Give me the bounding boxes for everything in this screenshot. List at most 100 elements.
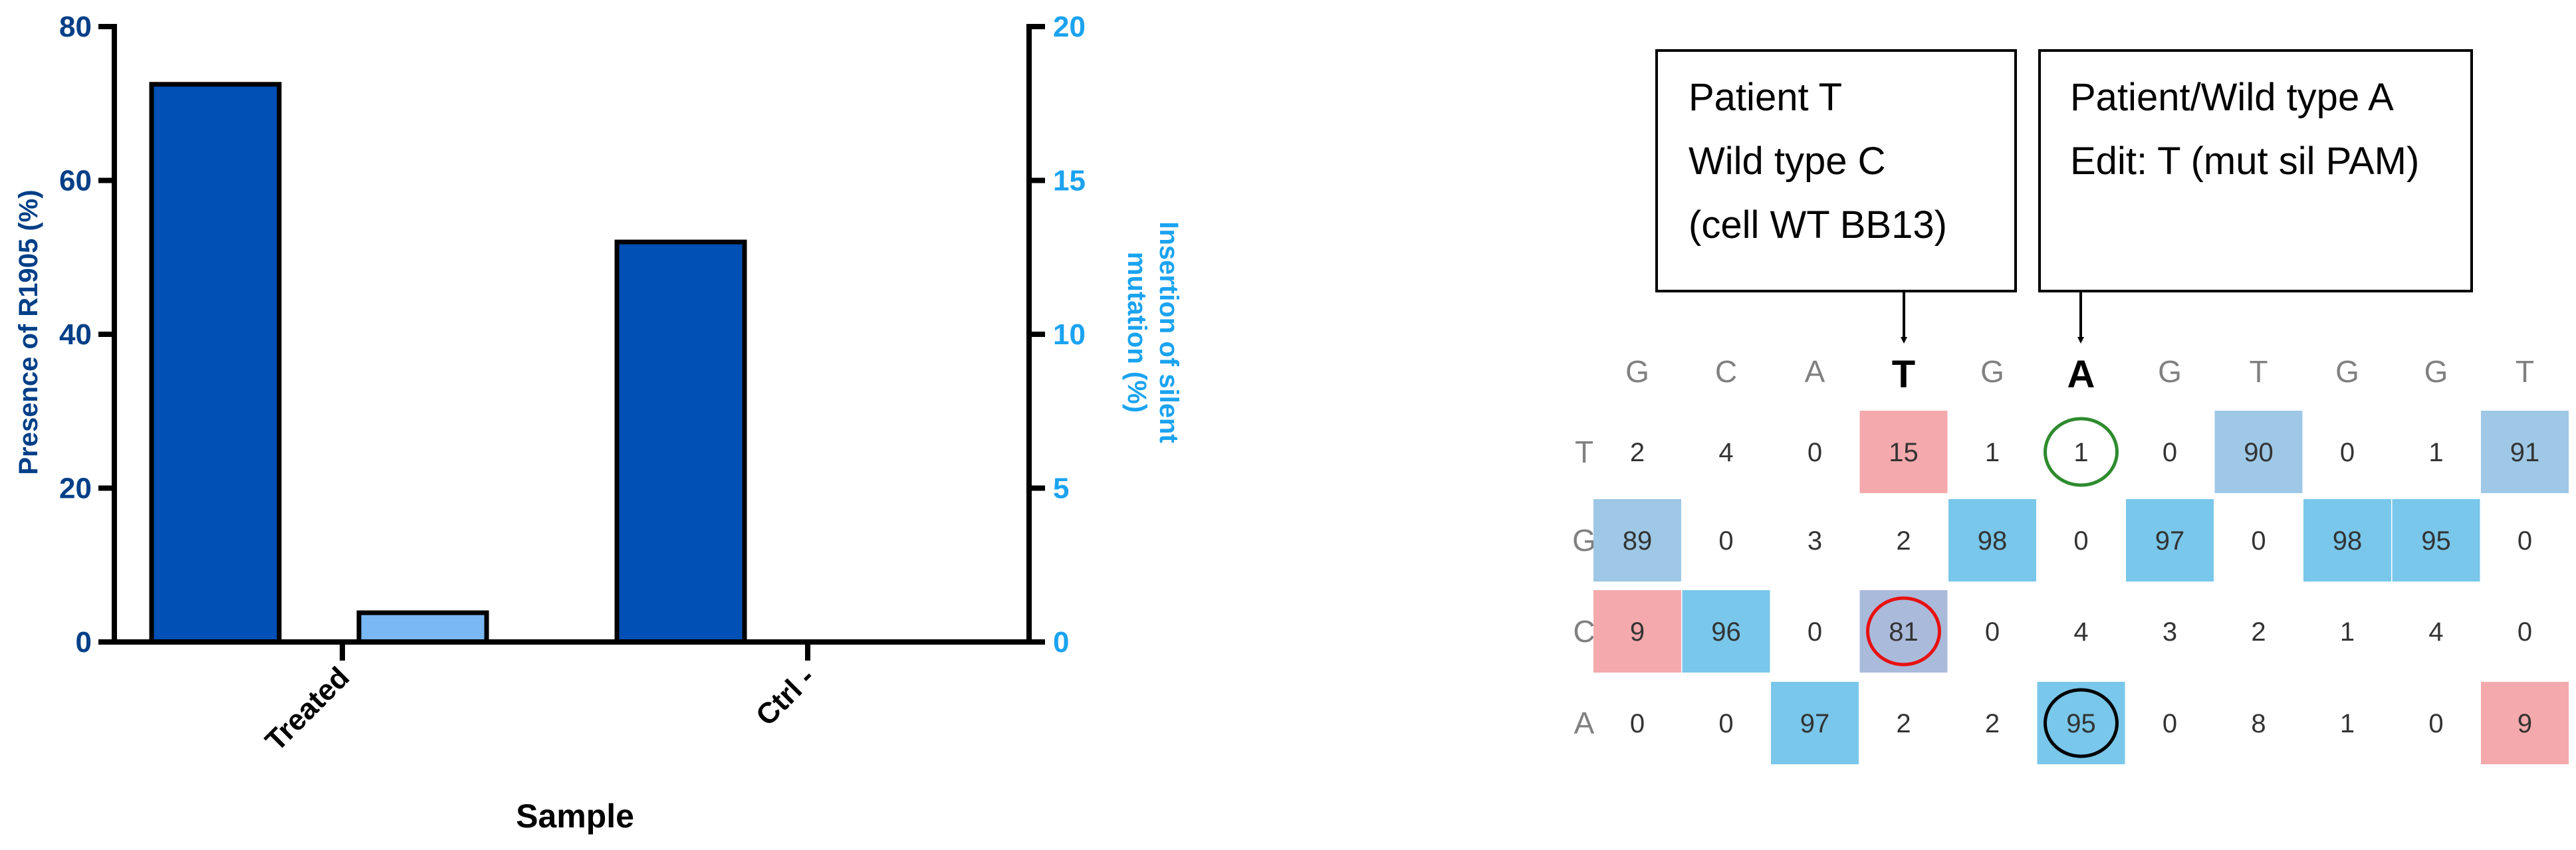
cell-value-r3-c2: 97 bbox=[1800, 709, 1830, 738]
column-header-7: T bbox=[2249, 354, 2268, 389]
column-header-10: T bbox=[2516, 354, 2534, 389]
y-axis-right-label-line-1: Insertion of silent bbox=[1154, 221, 1183, 443]
cell-value-r1-c5: 0 bbox=[2073, 526, 2088, 556]
cell-value-r1-c6: 97 bbox=[2155, 526, 2185, 556]
cell-bg-r3-c5 bbox=[2037, 682, 2125, 764]
cell-value-r2-c1: 96 bbox=[1711, 617, 1741, 647]
y-axis-right-label-line-2: mutation (%) bbox=[1122, 252, 1151, 413]
cell-value-r1-c1: 0 bbox=[1718, 526, 1733, 556]
cell-value-r1-c3: 2 bbox=[1896, 526, 1911, 556]
column-header-2: A bbox=[1805, 354, 1825, 389]
callout-2-line-2: Edit: T (mut sil PAM) bbox=[2070, 140, 2419, 183]
cell-bg-r1-c0 bbox=[1593, 499, 1681, 582]
callout-1-line-1: Patient T bbox=[1689, 76, 1842, 119]
bar-series-0-ctrl- bbox=[614, 239, 747, 645]
column-header-6: G bbox=[2158, 354, 2182, 389]
cell-value-r1-c10: 0 bbox=[2517, 526, 2532, 556]
cell-value-r0-c10: 91 bbox=[2510, 438, 2540, 467]
cell-bg-r3-c10 bbox=[2481, 682, 2569, 764]
callout-1-line-3: (cell WT BB13) bbox=[1689, 203, 1947, 247]
cell-bg-r1-c8 bbox=[2303, 499, 2391, 582]
circle-highlight-1 bbox=[1866, 596, 1941, 667]
category-label-treated: Treated bbox=[259, 661, 356, 757]
circle-highlight-0 bbox=[2044, 417, 2119, 487]
cell-value-r3-c8: 1 bbox=[2340, 709, 2355, 738]
cell-bg-r0-c10 bbox=[2481, 411, 2569, 493]
cell-value-r0-c6: 0 bbox=[2163, 438, 2177, 467]
bar-series-0-treated bbox=[149, 82, 282, 645]
row-header-t-0: T bbox=[1575, 435, 1593, 469]
cell-bg-r1-c9 bbox=[2392, 499, 2480, 582]
cell-bg-r1-c6 bbox=[2126, 499, 2214, 582]
y-right-tick-label-2: 10 bbox=[1053, 318, 1086, 351]
cell-bg-r3-c2 bbox=[1771, 682, 1859, 764]
cell-value-r3-c1: 0 bbox=[1718, 709, 1733, 738]
cell-bg-r0-c3 bbox=[1859, 411, 1948, 493]
cell-value-r3-c9: 0 bbox=[2428, 709, 2443, 738]
sequence-table: Patient T Wild type C (cell WT BB13) Pat… bbox=[1572, 49, 2569, 764]
cell-value-r2-c10: 0 bbox=[2517, 617, 2532, 647]
cell-value-r0-c4: 1 bbox=[1985, 438, 2000, 467]
cell-value-r2-c0: 9 bbox=[1630, 617, 1645, 647]
callout-1-line-2: Wild type C bbox=[1689, 140, 1886, 183]
cell-value-r3-c4: 2 bbox=[1985, 709, 2000, 738]
y-left-tick-label-0: 0 bbox=[76, 626, 92, 659]
cell-value-r3-c7: 8 bbox=[2251, 709, 2266, 738]
column-header-9: G bbox=[2424, 354, 2448, 389]
cell-bg-r2-c0 bbox=[1593, 590, 1681, 673]
y-left-tick-label-1: 20 bbox=[59, 473, 92, 505]
x-axis-label: Sample bbox=[516, 797, 634, 835]
y-axis-left-label: Presence of R1905 (%) bbox=[14, 189, 43, 475]
cell-value-r3-c10: 9 bbox=[2517, 709, 2532, 738]
cell-bg-r2-c1 bbox=[1682, 590, 1770, 673]
y-right-tick-label-0: 0 bbox=[1053, 626, 1069, 659]
row-header-g-1: G bbox=[1572, 523, 1596, 558]
column-header-1: C bbox=[1715, 354, 1737, 389]
row-header-a-3: A bbox=[1574, 706, 1595, 740]
cell-value-r1-c9: 95 bbox=[2421, 526, 2451, 556]
column-header-0: G bbox=[1625, 354, 1649, 389]
column-header-5: A bbox=[2067, 353, 2095, 396]
cell-value-r2-c3: 81 bbox=[1889, 617, 1919, 647]
cell-value-r3-c3: 2 bbox=[1896, 709, 1911, 738]
y-right-tick-label-3: 15 bbox=[1053, 165, 1086, 197]
circle-highlight-2 bbox=[2044, 688, 2119, 758]
cell-value-r2-c4: 0 bbox=[1985, 617, 2000, 647]
cell-bg-r2-c3 bbox=[1859, 590, 1948, 673]
cell-value-r1-c4: 98 bbox=[1978, 526, 2008, 556]
cell-value-r3-c0: 0 bbox=[1630, 709, 1645, 738]
cell-value-r2-c8: 1 bbox=[2340, 617, 2355, 647]
callout-box-patient-wild-type: Patient/Wild type A Edit: T (mut sil PAM… bbox=[2038, 49, 2473, 292]
callout-2-line-1: Patient/Wild type A bbox=[2070, 76, 2394, 119]
cell-value-r0-c8: 0 bbox=[2340, 438, 2355, 467]
cell-value-r0-c5: 1 bbox=[2073, 438, 2088, 467]
column-header-4: G bbox=[1980, 354, 2004, 389]
cell-value-r0-c0: 2 bbox=[1630, 438, 1645, 467]
cell-value-r2-c5: 4 bbox=[2073, 617, 2088, 647]
cell-value-r3-c5: 95 bbox=[2066, 709, 2096, 738]
y-right-tick-label-4: 20 bbox=[1053, 11, 1086, 43]
y-left-tick-label-4: 80 bbox=[59, 11, 92, 43]
cell-value-r0-c3: 15 bbox=[1889, 438, 1919, 467]
bars-layer bbox=[149, 82, 747, 645]
cell-bg-r0-c7 bbox=[2214, 411, 2303, 493]
cell-value-r3-c6: 0 bbox=[2163, 709, 2177, 738]
column-header-3: T bbox=[1892, 353, 1915, 396]
y-right-tick-label-1: 5 bbox=[1053, 473, 1069, 505]
cell-bg-r1-c4 bbox=[1948, 499, 2036, 582]
column-header-8: G bbox=[2335, 354, 2359, 389]
category-label-ctrl: Ctrl - bbox=[750, 661, 821, 732]
cell-value-r2-c2: 0 bbox=[1808, 617, 1822, 647]
cell-value-r0-c2: 0 bbox=[1808, 438, 1822, 467]
bar-series-1-treated bbox=[356, 610, 489, 645]
y-left-tick-label-2: 40 bbox=[59, 318, 92, 351]
grid-layer: G C A T G A G T G G TT 2 4 0 15 1 1 0 90 0 1 91G 89 0 3 2 98 0 97 0 98… bbox=[1572, 353, 2569, 764]
row-header-c-2: C bbox=[1573, 614, 1595, 649]
cell-value-r0-c1: 4 bbox=[1718, 438, 1733, 467]
cell-value-r0-c7: 90 bbox=[2244, 438, 2274, 467]
y-left-tick-label-3: 60 bbox=[59, 165, 92, 197]
cell-value-r1-c8: 98 bbox=[2333, 526, 2363, 556]
cell-value-r0-c9: 1 bbox=[2428, 438, 2443, 467]
